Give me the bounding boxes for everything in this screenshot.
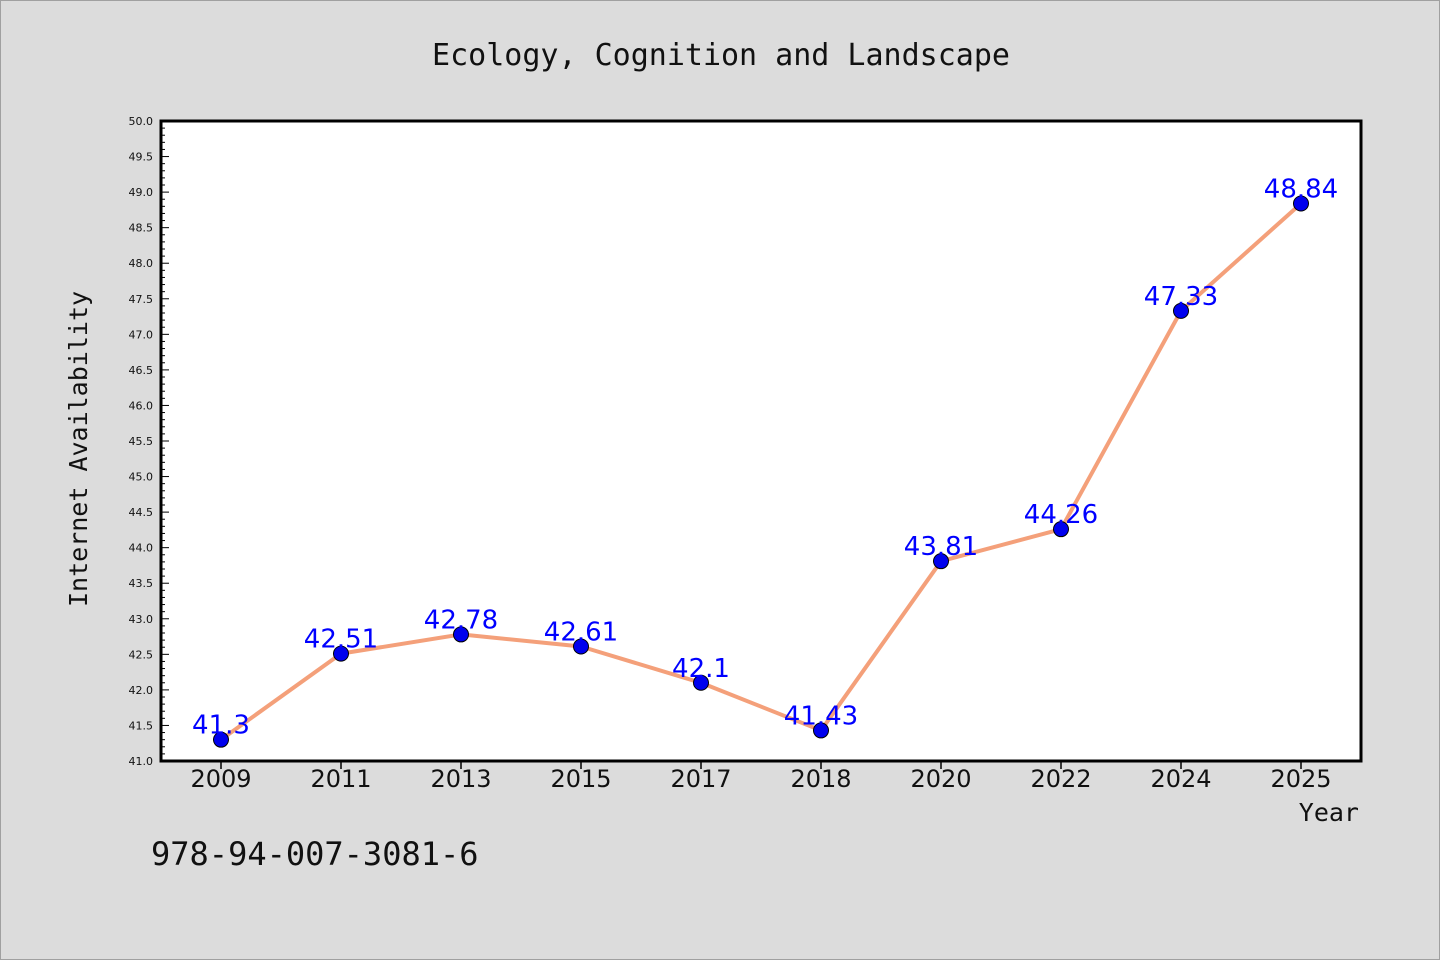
y-tick-label: 47.5	[129, 293, 154, 306]
y-tick-label: 44.0	[129, 542, 154, 555]
plot-area	[159, 119, 1363, 763]
x-tick-label: 2011	[310, 765, 371, 793]
y-tick-label: 43.5	[129, 577, 154, 590]
y-axis-label: Internet Availability	[64, 291, 93, 607]
y-axis: 41.0 41.5 42.0 42.5 43.0 43.5 44.0 44.5 45.0 45.5…	[129, 115, 169, 768]
data-label: 41.3	[192, 711, 250, 741]
x-axis: 2009 2011 2013 2015 2017 2018 2020 2022 2024 2025	[190, 761, 1332, 793]
x-tick-label: 2022	[1030, 765, 1091, 793]
data-point	[1053, 521, 1069, 538]
y-tick-label: 48.0	[129, 257, 154, 270]
data-point	[1173, 302, 1189, 319]
data-label: 42.1	[672, 654, 730, 684]
y-tick-label: 49.5	[129, 151, 154, 164]
y-tick-label: 48.5	[129, 222, 154, 235]
x-tick-label: 2024	[1150, 765, 1211, 793]
footer-isbn: 978-94-007-3081-6	[151, 835, 479, 873]
x-tick-label: 2017	[670, 765, 731, 793]
y-tick-label: 42.0	[129, 684, 154, 697]
data-point	[693, 674, 709, 691]
data-point	[213, 731, 229, 748]
data-point	[453, 626, 469, 643]
data-label: 44.26	[1024, 500, 1098, 530]
data-label: 48.84	[1264, 174, 1338, 204]
series-layer: 41.3 42.51 42.78 42.61 42.1 41.43 43.81 44.26 47…	[192, 174, 1338, 748]
data-point	[333, 645, 349, 662]
y-tick-label: 44.5	[129, 506, 154, 519]
x-tick-label: 2009	[190, 765, 251, 793]
data-label: 42.78	[424, 605, 498, 635]
data-label: 43.81	[904, 532, 978, 562]
y-tick-label: 46.5	[129, 364, 154, 377]
y-tick-label: 41.0	[129, 755, 154, 768]
x-axis-label: Year	[1299, 798, 1359, 827]
y-tick-label: 45.0	[129, 471, 154, 484]
y-tick-label: 47.0	[129, 328, 154, 341]
series-line	[219, 201, 1303, 742]
y-tick-label: 50.0	[129, 115, 154, 128]
chart-title: Ecology, Cognition and Landscape	[432, 38, 1010, 73]
y-tick-label: 41.5	[129, 719, 154, 732]
data-label: 47.33	[1144, 282, 1218, 312]
data-label: 42.51	[304, 625, 378, 655]
y-tick-label: 49.0	[129, 186, 154, 199]
data-point	[573, 638, 589, 655]
x-tick-label: 2013	[430, 765, 491, 793]
data-label: 41.43	[784, 701, 858, 731]
y-tick-label: 45.5	[129, 435, 154, 448]
y-tick-label: 46.0	[129, 399, 154, 412]
y-tick-label: 42.5	[129, 648, 154, 661]
data-point	[813, 722, 829, 739]
x-tick-label: 2025	[1270, 765, 1331, 793]
x-tick-label: 2020	[910, 765, 971, 793]
x-tick-label: 2018	[790, 765, 851, 793]
y-tick-label: 43.0	[129, 613, 154, 626]
data-point	[933, 553, 949, 570]
data-label: 42.61	[544, 618, 618, 648]
data-point	[1293, 195, 1309, 212]
x-tick-label: 2015	[550, 765, 611, 793]
